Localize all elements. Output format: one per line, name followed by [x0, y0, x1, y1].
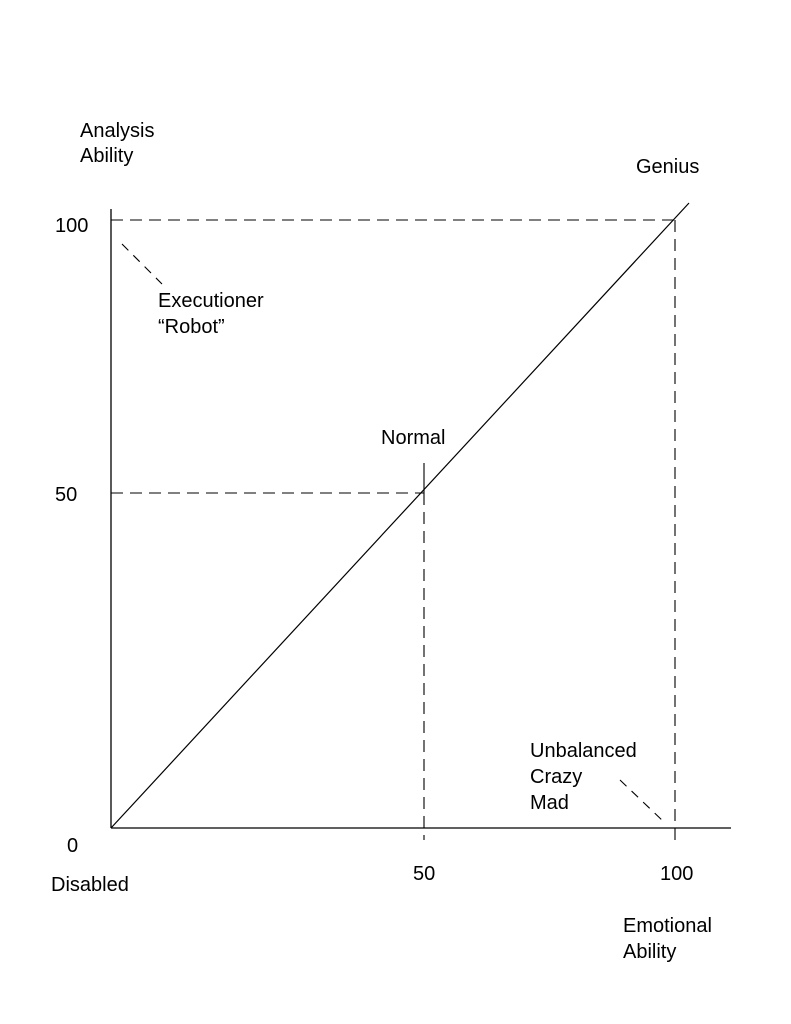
point-label-genius: Genius	[636, 156, 699, 178]
annotation-robot-line-2: “Robot”	[158, 316, 225, 338]
annotation-mad-line-2: Crazy	[530, 766, 582, 788]
origin-tick-label: 0	[67, 835, 78, 857]
annotation-leader-mad	[619, 779, 665, 823]
y-axis-label-line-1: Analysis	[80, 120, 154, 142]
annotation-mad-line-1: Unbalanced	[530, 740, 637, 762]
x-tick-label-50: 50	[413, 863, 435, 885]
x-tick-label-100: 100	[660, 863, 693, 885]
origin-caption: Disabled	[51, 874, 129, 896]
x-axis-label-line-1: Emotional	[623, 915, 712, 937]
point-label-normal: Normal	[381, 427, 445, 449]
x-axis-label-line-2: Ability	[623, 941, 676, 963]
annotation-mad-line-3: Mad	[530, 792, 569, 814]
y-tick-label-100: 100	[55, 215, 88, 237]
annotation-robot-line-1: Executioner	[158, 290, 264, 312]
series-line	[110, 202, 690, 829]
y-tick-label-50: 50	[55, 484, 77, 506]
annotation-leader-robot	[121, 243, 163, 285]
y-axis-label-line-2: Ability	[80, 145, 133, 167]
